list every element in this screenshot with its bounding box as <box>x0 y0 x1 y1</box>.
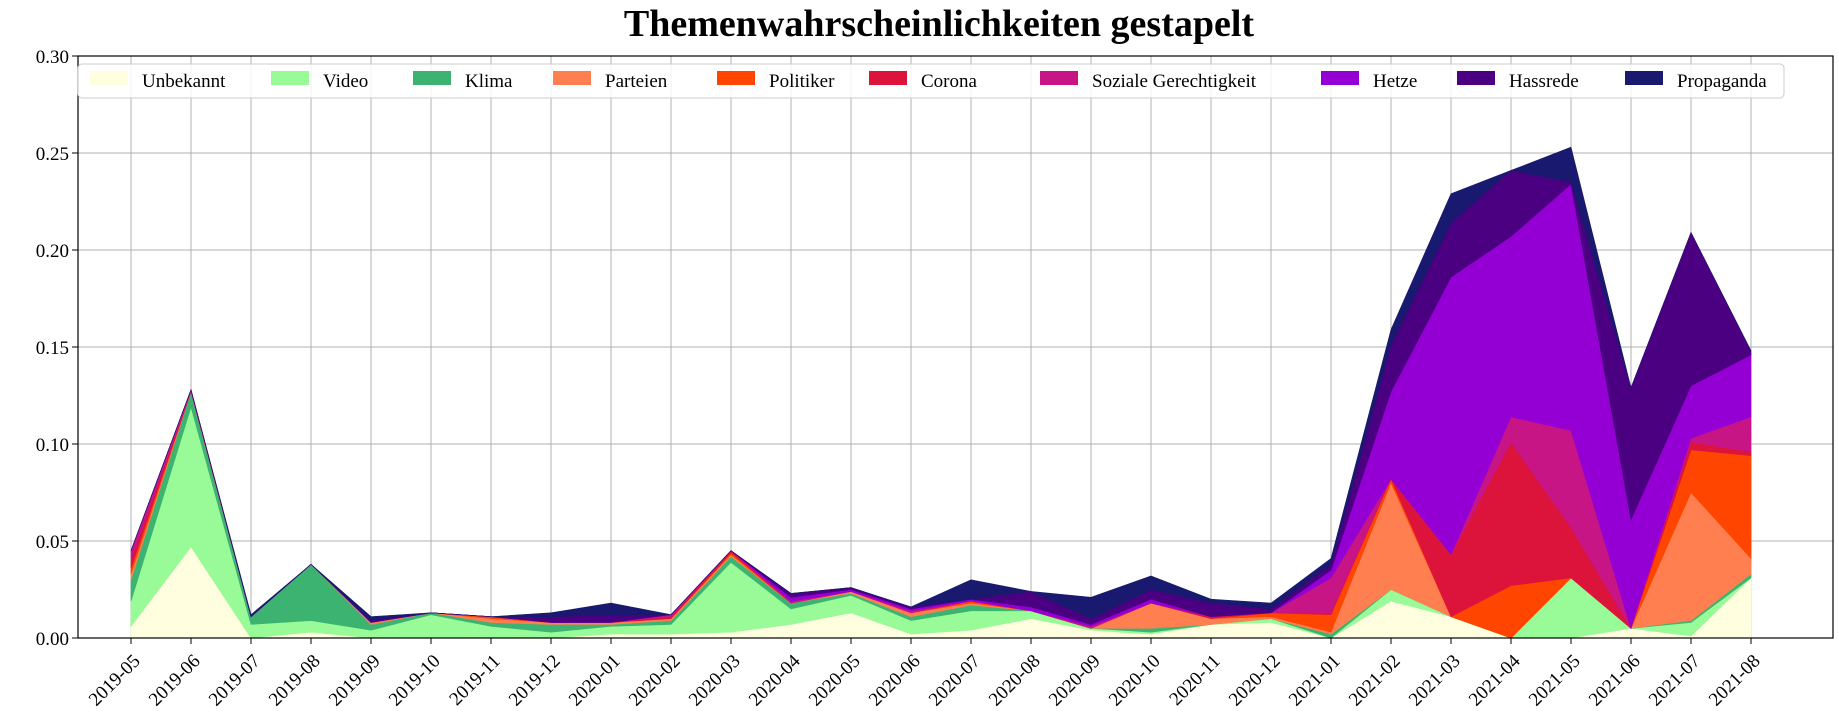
legend-label: Corona <box>921 71 978 92</box>
legend-label: Klima <box>465 71 513 92</box>
legend-label: Soziale Gerechtigkeit <box>1092 71 1257 92</box>
legend-swatch <box>1321 71 1359 85</box>
legend-label: Hetze <box>1373 71 1417 92</box>
legend-swatch <box>1457 71 1495 85</box>
legend-label: Hassrede <box>1509 71 1579 92</box>
legend-label: Unbekannt <box>142 71 226 92</box>
y-tick-label: 0.20 <box>36 241 69 262</box>
legend-swatch <box>553 71 591 85</box>
y-tick-label: 0.15 <box>36 338 69 359</box>
y-tick-labels: 0.00 0.05 0.10 0.15 0.20 0.25 0.30 <box>36 47 78 650</box>
legend-swatch <box>1625 71 1663 85</box>
legend: Unbekannt Video Klima Parteien Politiker Coro… <box>77 63 1785 99</box>
legend-label: Propaganda <box>1677 71 1767 92</box>
y-tick-label: 0.00 <box>36 629 69 650</box>
legend-swatch <box>271 71 309 85</box>
chart-title: Themenwahrscheinlichkeiten gestapelt <box>624 3 1254 45</box>
legend-swatch <box>869 71 907 85</box>
legend-label: Parteien <box>605 71 668 92</box>
legend-swatch <box>90 71 128 85</box>
legend-label: Video <box>323 71 368 92</box>
y-tick-label: 0.25 <box>36 144 69 165</box>
y-tick-label: 0.05 <box>36 532 69 553</box>
legend-label: Politiker <box>769 71 835 92</box>
y-tick-label: 0.30 <box>36 47 69 68</box>
legend-swatch <box>413 71 451 85</box>
legend-swatch <box>717 71 755 85</box>
y-tick-label: 0.10 <box>36 435 69 456</box>
legend-swatch <box>1040 71 1078 85</box>
area-propaganda <box>130 146 1752 621</box>
